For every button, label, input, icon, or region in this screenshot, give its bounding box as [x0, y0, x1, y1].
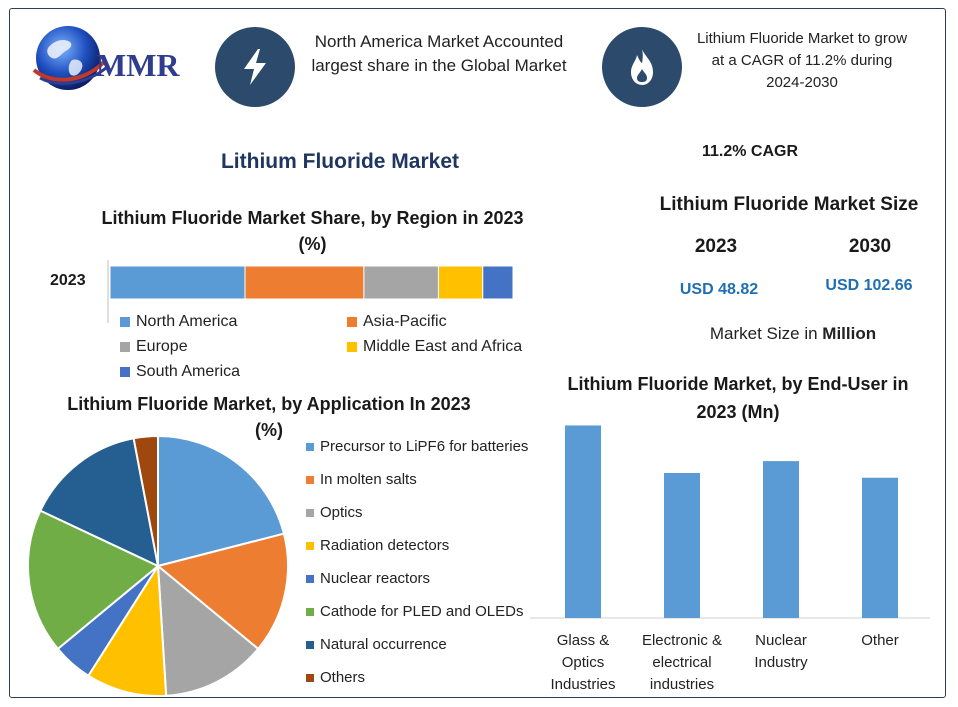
infographic-frame: [9, 8, 946, 698]
legend-label: Asia-Pacific: [363, 313, 447, 330]
legend-swatch: [120, 342, 130, 352]
enduser-bar-chart: [530, 425, 930, 619]
pie-slice-cathode-for-pled-and-oleds: [27, 509, 160, 651]
region-chart-title: Lithium Fluoride Market Share, by Region…: [101, 208, 524, 254]
pie-legend-in-molten-salts: In molten salts: [306, 471, 417, 488]
market-size-unit: Market Size in Million: [660, 324, 926, 344]
region-bar-north-america: [109, 265, 246, 300]
legend-label: Nuclear reactors: [320, 570, 431, 587]
region-bar-south-america: [482, 265, 514, 300]
legend-swatch: [306, 475, 314, 484]
enduser-bar-electronic-electrical-industries: [664, 472, 700, 618]
year-2030: 2030: [848, 236, 892, 257]
unit-bold: Million: [822, 324, 877, 343]
legend-swatch: [347, 317, 357, 327]
enduser-bar-glass-optics-industries: [565, 425, 601, 618]
region-legend-middle-east-and-africa: Middle East and Africa: [347, 338, 522, 356]
pie-slice-in-molten-salts: [155, 532, 289, 651]
legend-label: Precursor to LiPF6 for batteries: [320, 438, 529, 455]
legend-label: Radiation detectors: [320, 537, 450, 554]
legend-label: Middle East and Africa: [363, 338, 523, 355]
enduser-bar-other: [862, 477, 898, 618]
region-bar-asia-pacific: [244, 265, 365, 300]
market-size-title: Lithium Fluoride Market Size: [659, 194, 919, 215]
legend-swatch: [347, 342, 357, 352]
legend-swatch: [306, 574, 314, 583]
legend-label: North America: [136, 313, 238, 330]
legend-swatch: [120, 317, 130, 327]
legend-swatch: [306, 673, 314, 682]
pie-slice-precursor-to-lipf6-for-batteries: [157, 434, 286, 568]
enduser-bar-nuclear-industry: [763, 461, 799, 618]
legend-label: Optics: [320, 504, 363, 521]
enduser-category-other: Other: [861, 632, 899, 649]
legend-label: In molten salts: [320, 471, 417, 488]
value-2030: USD 102.66: [825, 277, 913, 294]
legend-label: Others: [320, 669, 366, 686]
pie-legend-cathode-for-pled-and-oleds: Cathode for PLED and OLEDs: [306, 603, 523, 620]
legend-label: Natural occurrence: [320, 636, 447, 653]
legend-swatch: [306, 541, 314, 550]
year-2023: 2023: [694, 236, 738, 257]
region-legend-north-america: North America: [120, 313, 237, 331]
region-legend-europe: Europe: [120, 338, 188, 356]
pie-legend-natural-occurrence: Natural occurrence: [306, 636, 447, 653]
main-title: Lithium Fluoride Market: [220, 150, 459, 173]
legend-swatch: [120, 367, 130, 377]
application-chart-title: Lithium Fluoride Market, by Application …: [67, 394, 471, 440]
legend-label: Cathode for PLED and OLEDs: [320, 603, 524, 620]
enduser-chart-title: Lithium Fluoride Market, by End-User in …: [567, 374, 909, 422]
region-legend-south-america: South America: [120, 363, 240, 381]
legend-swatch: [306, 640, 314, 649]
flame-icon: [602, 27, 682, 107]
legend-swatch: [306, 508, 314, 517]
enduser-category-glass-optics-industries: Glass & Optics Industries: [550, 632, 616, 693]
legend-label: South America: [136, 363, 241, 380]
unit-prefix: Market Size in: [709, 324, 823, 343]
pie-slice-natural-occurrence: [39, 437, 160, 568]
highlight-cagr: Lithium Fluoride Market to grow at a CAG…: [696, 30, 908, 91]
pie-legend-optics: Optics: [306, 504, 363, 521]
globe-logo-icon: [32, 26, 107, 90]
region-category-label: 2023: [50, 272, 86, 289]
value-2023: USD 48.82: [679, 281, 759, 298]
pie-legend-nuclear-reactors: Nuclear reactors: [306, 570, 430, 587]
pie-slice-others: [132, 434, 159, 567]
legend-swatch: [306, 442, 314, 451]
pie-slice-optics: [156, 563, 260, 697]
pie-legend-others: Others: [306, 669, 365, 686]
region-bar-middle-east-and-africa: [437, 265, 484, 300]
pie-legend-precursor-to-lipf6-for-batteries: Precursor to LiPF6 for batteries: [306, 438, 528, 455]
legend-swatch: [306, 607, 314, 616]
pie-legend-radiation-detectors: Radiation detectors: [306, 537, 449, 554]
cagr-label: 11.2% CAGR: [701, 143, 799, 160]
region-stacked-bar: [107, 260, 514, 323]
enduser-category-nuclear-industry: Nuclear Industry: [754, 632, 808, 671]
highlight-north-america: North America Market Accounted largest s…: [311, 32, 567, 75]
region-bar-europe: [363, 265, 439, 300]
application-pie-chart: [27, 434, 289, 697]
enduser-category-electronic-electrical-industries: Electronic & electrical industries: [641, 632, 723, 693]
lightning-icon: [215, 27, 295, 107]
legend-label: Europe: [136, 338, 188, 355]
region-legend-asia-pacific: Asia-Pacific: [347, 313, 447, 331]
logo-text: MMR: [96, 47, 180, 83]
pie-slice-radiation-detectors: [86, 562, 168, 697]
